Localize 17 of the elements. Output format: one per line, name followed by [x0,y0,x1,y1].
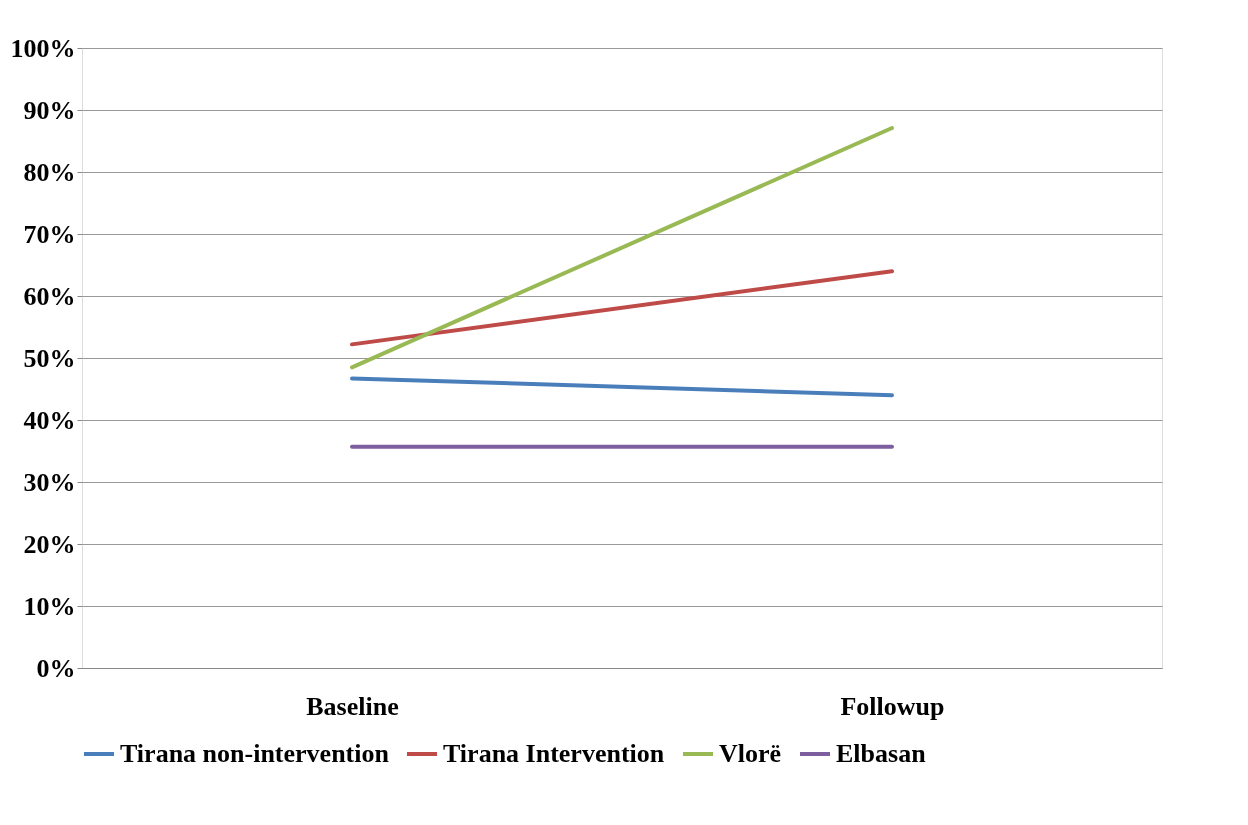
legend-label: Tirana non-intervention [120,739,390,768]
y-tick-label: 70% [23,219,76,249]
y-tick-label: 90% [23,95,76,125]
legend-label: Vlorë [719,739,782,768]
y-tick-label: 50% [23,343,76,373]
y-tick-label: 60% [23,281,76,311]
y-tick-label: 10% [23,591,76,621]
y-tick-label: 0% [36,653,76,683]
y-tick-label: 80% [23,157,76,187]
y-tick-label: 20% [23,529,76,559]
y-tick-label: 40% [23,405,76,435]
y-tick-label: 30% [23,467,76,497]
legend-label: Tirana Intervention [443,739,665,768]
y-tick-label: 100% [10,33,76,63]
x-tick-label: Baseline [306,691,399,721]
legend-label: Elbasan [836,739,927,768]
x-tick-label: Followup [840,691,945,721]
